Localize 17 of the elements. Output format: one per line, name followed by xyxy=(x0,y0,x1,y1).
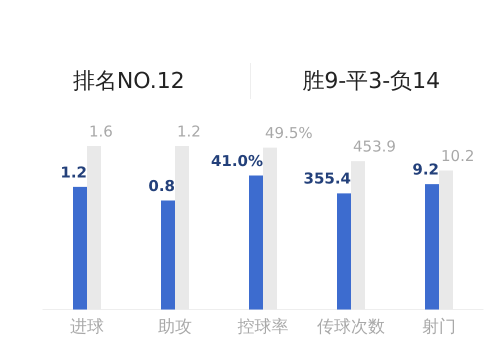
text: 排名NO.12 xyxy=(72,68,186,96)
x-tick-label: 射门 xyxy=(422,317,456,338)
data-label: 1.6 xyxy=(89,122,113,140)
data-label: 0.8 xyxy=(148,176,175,195)
x-tick-label: 控球率 xyxy=(238,317,288,338)
data-label: 453.9 xyxy=(353,137,396,156)
data-label: 355.4 xyxy=(304,170,351,188)
data-label: 1.2 xyxy=(60,163,87,182)
data-label: 10.2 xyxy=(441,146,474,165)
data-label: 49.5% xyxy=(265,124,313,142)
x-tick-label: 助攻 xyxy=(158,317,192,338)
data-label: 9.2 xyxy=(412,160,439,179)
x-tick-label: 进球 xyxy=(70,317,104,338)
data-label: 41.0% xyxy=(210,152,263,170)
data-label: 1.2 xyxy=(177,122,201,140)
x-tick-label: 传球次数 xyxy=(317,317,385,338)
text: 胜9-平3-负14 xyxy=(301,68,442,96)
